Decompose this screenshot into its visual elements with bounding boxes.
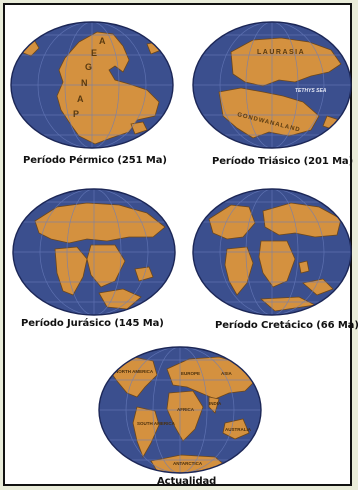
australia-landmass xyxy=(222,418,250,440)
caption-present: Actualidad xyxy=(157,476,217,487)
south-america-landmass xyxy=(54,246,88,296)
map-label: AFRICA xyxy=(177,407,195,412)
south-america-landmass xyxy=(132,406,160,458)
map-label: NORTH AMERICA xyxy=(115,369,154,374)
map-label: TETHYS SEA xyxy=(295,88,327,94)
map-label: G xyxy=(85,62,92,72)
map-present: NORTH AMERICA EUROPE ASIA AFRICA SOUTH A… xyxy=(98,346,262,474)
map-label: ANTARCTICA xyxy=(173,461,203,466)
map-label: AUSTRALIA xyxy=(225,427,252,432)
map-label: INDIA xyxy=(209,401,222,406)
caption-cretaceous: Período Cretácico (66 Ma) xyxy=(215,320,358,331)
pangaea-landmass xyxy=(56,31,160,145)
map-label: SOUTH AMERICA xyxy=(137,421,176,426)
map-label: E xyxy=(91,48,97,58)
map-label: P xyxy=(73,109,79,119)
india-landmass xyxy=(208,396,220,414)
caption-permian: Período Pérmico (251 Ma) xyxy=(23,155,167,166)
map-jurassic xyxy=(12,188,176,316)
africa-landmass xyxy=(86,244,126,288)
figure-frame: P A N G E A Período Pérmico (251 Ma) xyxy=(3,3,358,487)
map-label: LAURASIA xyxy=(257,49,305,56)
caption-jurassic: Período Jurásico (145 Ma) xyxy=(21,318,164,329)
map-label: A xyxy=(77,94,84,104)
map-label: N xyxy=(81,78,88,88)
laurasia-landmass xyxy=(230,37,342,87)
africa-landmass xyxy=(258,240,296,288)
caption-triassic: Período Triásico (201 Ma) xyxy=(212,156,354,167)
eurasia-landmass xyxy=(166,356,258,400)
gondwanaland-landmass xyxy=(218,87,320,139)
africa-landmass xyxy=(166,390,204,442)
laurasia-landmass xyxy=(34,202,166,244)
map-cretaceous xyxy=(192,188,352,316)
map-label: A xyxy=(99,36,106,46)
map-label: ASIA xyxy=(221,371,233,376)
map-label: EUROPE xyxy=(181,371,200,376)
map-triassic: LAURASIA TETHYS SEA GONDWANALAND xyxy=(192,21,352,149)
map-permian: P A N G E A xyxy=(10,21,174,149)
